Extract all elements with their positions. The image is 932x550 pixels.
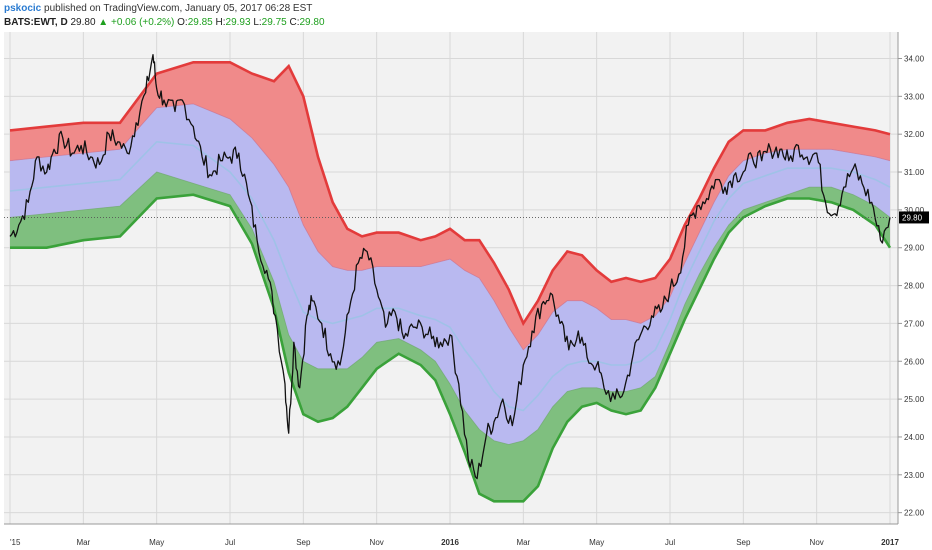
x-tick-label: Jul (665, 538, 675, 547)
y-tick-label: 27.00 (904, 319, 925, 328)
low-value: 29.75 (261, 17, 287, 28)
publish-info: published on TradingView.com, January 05… (44, 3, 313, 14)
midline (9, 140, 891, 412)
lower-band-line (10, 193, 892, 503)
time-axis[interactable]: '15 Mar May Jul Sep Nov 2016 Mar May Jul Sep Nov 201… (4, 523, 899, 547)
open-value: 29.85 (187, 17, 213, 28)
upper-band-fill (10, 62, 890, 350)
y-tick-label: 24.00 (904, 433, 925, 442)
y-tick-label: 25.00 (904, 395, 925, 404)
x-tick-label: 2016 (441, 538, 459, 547)
change-value: +0.06 (+0.2%) (110, 17, 175, 28)
x-tick-label: 2017 (881, 538, 899, 547)
y-tick-label: 28.00 (904, 282, 925, 291)
low-label: L: (253, 17, 262, 28)
y-tick-label: 22.00 (904, 509, 925, 518)
middle-band-fill (10, 103, 890, 445)
up-arrow-icon: ▲ (98, 17, 109, 28)
close-value: 29.80 (299, 17, 325, 28)
channel-bands (10, 62, 890, 502)
y-tick-label: 30.00 (904, 206, 925, 215)
high-label: H: (215, 17, 226, 28)
symbol-label: BATS:EWT, D (4, 17, 68, 28)
y-tick-label: 33.00 (904, 92, 925, 101)
price-line (9, 54, 891, 480)
upper-band-line (9, 61, 891, 327)
lower-inner-line (9, 171, 891, 445)
author-link[interactable]: pskocic (4, 3, 42, 14)
x-tick-label: May (149, 538, 164, 547)
series-lines (4, 54, 898, 503)
open-label: O: (177, 17, 188, 28)
upper-inner-line (9, 103, 891, 351)
x-tick-label: Sep (736, 538, 751, 547)
close-label: C: (289, 17, 300, 28)
x-tick-label: Sep (296, 538, 311, 547)
x-tick-label: Mar (76, 538, 90, 547)
last-value: 29.80 (70, 17, 96, 28)
y-tick-label: 26.00 (904, 357, 925, 366)
last-price-badge (899, 211, 929, 224)
x-tick-label: Jul (225, 538, 235, 547)
last-price-label: 29.80 (902, 213, 923, 222)
y-tick-label: 23.00 (904, 471, 925, 480)
high-value: 29.93 (225, 17, 251, 28)
y-tick-label: 34.00 (904, 54, 925, 63)
x-tick-label: May (589, 538, 604, 547)
x-tick-label: Nov (810, 538, 824, 547)
y-tick-label: 32.00 (904, 130, 925, 139)
x-tick-label: '15 (10, 538, 21, 547)
price-axis[interactable]: 22.00 23.00 24.00 25.00 26.00 27.00 28.00 29.00… (897, 32, 929, 524)
x-tick-label: Mar (516, 538, 530, 547)
y-tick-label: 31.00 (904, 168, 925, 177)
y-tick-label: 29.00 (904, 244, 925, 253)
publish-line: pskocic published on TradingView.com, Ja… (4, 3, 312, 14)
x-tick-label: Nov (370, 538, 384, 547)
symbol-line: BATS:EWT, D 29.80 ▲ +0.06 (+0.2%) O:29.8… (4, 17, 325, 28)
